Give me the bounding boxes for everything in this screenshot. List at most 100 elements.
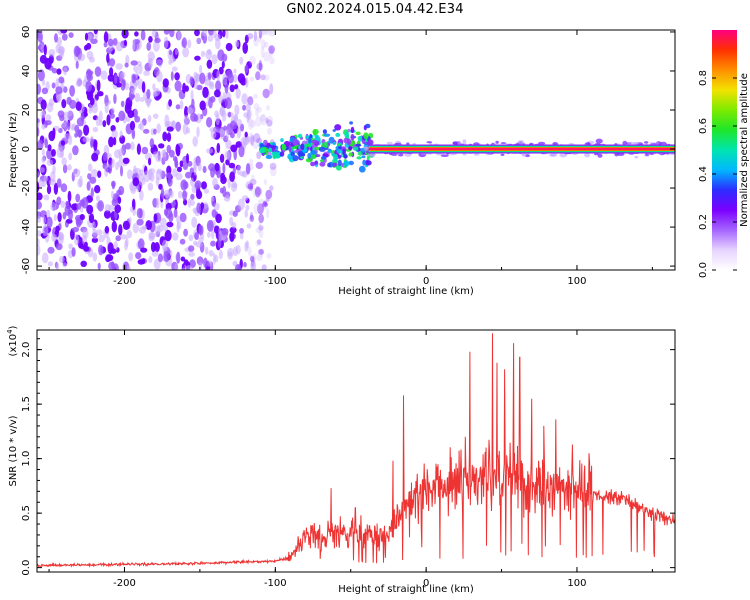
noise-blob [90,38,98,44]
noise-blob [249,119,257,128]
noise-blob [126,230,133,239]
noise-blob [191,98,195,109]
halo-blob [363,142,371,145]
noise-blob [180,256,186,262]
noise-blob [104,166,109,178]
noise-blob [196,186,201,198]
noise-blob [234,104,240,116]
noise-blob [124,82,130,91]
noise-blob [103,210,111,219]
noise-blob [215,213,222,224]
noise-blob [226,129,229,141]
noise-blob [269,57,275,65]
noise-blob [56,178,62,188]
noise-blob [214,89,221,98]
tone-blob [300,143,305,151]
noise-blob [62,122,67,129]
noise-blob [265,30,272,36]
noise-blob [265,117,269,124]
noise-blob [221,110,227,122]
noise-blob [51,67,58,74]
noise-blob [250,135,255,147]
noise-blob [41,123,46,130]
noise-blob [171,66,178,72]
halo-blob [597,153,603,158]
noise-blob [229,84,235,93]
noise-blob [113,240,118,251]
noise-blob [97,170,102,178]
halo-blob [655,142,659,146]
noise-blob [212,177,218,188]
tone-blob [334,124,342,131]
noise-blob [188,251,195,257]
noise-blob [136,143,141,155]
noise-blob [152,151,159,158]
noise-blob [55,44,61,54]
noise-blob [183,198,188,206]
noise-blob [148,236,155,242]
noise-blob [106,114,111,126]
noise-blob [227,178,231,189]
noise-blob [91,152,99,162]
noise-blob [152,113,159,119]
noise-blob [176,251,181,264]
tone-blob [319,161,326,167]
noise-blob [242,104,247,111]
noise-blob [72,168,81,178]
noise-blob [255,161,263,169]
noise-blob [58,76,65,84]
noise-blob [263,51,271,62]
noise-blob [55,243,63,251]
noise-blob [60,30,68,34]
tone-blob [292,138,300,146]
noise-blob [174,263,179,270]
noise-blob [234,40,240,48]
tone-blob [311,139,318,144]
noise-blob [134,115,141,123]
noise-blob [167,177,173,187]
noise-blob [174,72,180,81]
noise-blob [164,114,170,127]
tone-blob [332,129,336,132]
noise-blob [128,217,132,224]
noise-blob [92,126,99,133]
noise-blob [84,32,89,41]
noise-blob [67,134,73,146]
tone-blob [331,152,335,157]
noise-blob [112,263,119,270]
noise-blob [227,251,233,260]
noise-blob [87,173,92,180]
noise-blob [166,221,174,228]
noise-blob [90,97,95,106]
noise-blob [228,162,236,169]
noise-blob [53,214,57,222]
noise-blob [75,80,82,87]
noise-blob [220,175,227,185]
noise-blob [37,215,41,223]
halo-blob [517,140,525,145]
x-tick-label: 0 [423,578,429,589]
noise-blob [60,200,66,208]
halo-blob [440,154,449,157]
noise-blob [208,30,214,36]
noise-blob [120,234,128,240]
noise-blob [165,172,173,178]
tone-blob [297,133,303,139]
noise-blob [155,59,163,66]
noise-blob [269,30,276,37]
noise-blob [182,46,190,58]
noise-blob [229,171,236,182]
noise-blob [213,202,220,211]
noise-blob [147,114,152,123]
noise-blob [182,123,189,135]
noise-blob [194,30,200,37]
noise-blob [67,121,71,131]
noise-blob [176,222,180,233]
tone-blob [315,154,321,158]
noise-blob [132,39,136,51]
noise-blob [208,97,213,109]
tone-blob [343,160,350,167]
noise-blob [253,203,260,215]
noise-blob [46,185,52,195]
tone-blob [337,149,343,154]
